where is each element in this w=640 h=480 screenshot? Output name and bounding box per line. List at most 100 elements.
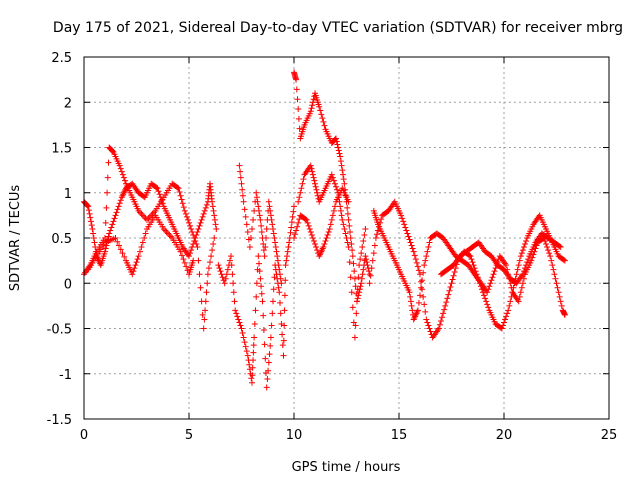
data-point	[114, 238, 121, 245]
data-point	[88, 218, 94, 225]
series-satellite-track-j	[370, 207, 568, 323]
data-point	[328, 171, 335, 178]
data-point	[490, 271, 497, 278]
data-point	[134, 256, 141, 263]
data-point	[308, 231, 315, 238]
data-point	[333, 183, 339, 190]
data-point	[226, 257, 233, 264]
data-point	[193, 241, 200, 248]
data-point	[345, 198, 352, 205]
data-point	[412, 256, 419, 263]
data-point	[349, 253, 356, 260]
data-point	[421, 301, 428, 308]
data-point	[241, 339, 248, 346]
data-point	[90, 230, 97, 237]
chart-title: Day 175 of 2021, Sidereal Day-to-day VTE…	[53, 20, 623, 36]
data-point	[190, 231, 197, 238]
data-point	[450, 272, 457, 279]
data-point	[263, 384, 270, 391]
data-point	[335, 147, 342, 154]
data-point	[129, 271, 136, 278]
data-point	[326, 225, 333, 232]
data-point	[187, 222, 194, 229]
data-point	[237, 168, 244, 175]
data-point	[417, 292, 423, 299]
data-point	[104, 174, 111, 181]
data-point	[295, 115, 302, 122]
data-point	[269, 310, 276, 317]
data-point	[295, 106, 302, 113]
data-point	[253, 189, 260, 196]
data-point	[273, 248, 280, 255]
data-point	[522, 241, 528, 248]
data-point	[545, 247, 552, 254]
data-point	[260, 241, 267, 248]
data-point	[333, 138, 340, 145]
data-point	[188, 247, 195, 254]
data-point	[138, 210, 145, 217]
data-point	[256, 268, 263, 275]
data-point	[197, 284, 204, 291]
data-point	[407, 239, 414, 246]
data-point	[355, 274, 362, 281]
data-point	[321, 241, 328, 248]
data-point	[192, 238, 199, 245]
data-point	[313, 244, 320, 251]
data-point	[248, 375, 255, 382]
data-point	[116, 242, 122, 249]
data-point	[349, 247, 356, 254]
data-point	[312, 183, 319, 190]
data-point	[322, 238, 329, 245]
data-point	[346, 222, 353, 229]
data-point	[222, 275, 229, 282]
data-point	[201, 207, 208, 214]
data-point	[356, 262, 363, 269]
data-point	[114, 206, 121, 213]
data-point	[373, 231, 380, 238]
data-point	[196, 222, 203, 229]
data-point	[183, 263, 190, 270]
data-point	[264, 376, 271, 383]
data-point	[529, 254, 536, 261]
data-point	[219, 274, 226, 281]
data-point	[229, 271, 236, 278]
data-point	[221, 280, 228, 287]
data-point	[331, 203, 338, 210]
data-point	[270, 230, 277, 237]
data-point	[546, 250, 553, 257]
data-point	[557, 298, 564, 305]
data-point	[191, 235, 198, 241]
data-point	[85, 203, 92, 210]
data-point	[203, 289, 210, 296]
data-point	[498, 325, 505, 332]
data-point	[413, 259, 420, 266]
data-point	[154, 185, 161, 192]
data-point	[180, 204, 187, 211]
data-point	[337, 158, 344, 165]
data-point	[299, 180, 306, 187]
data-point	[155, 188, 162, 195]
x-tick-label: 5	[185, 428, 193, 443]
x-tick-label: 0	[80, 428, 88, 443]
data-point	[415, 267, 422, 274]
data-point	[202, 298, 209, 305]
data-point	[272, 244, 279, 251]
series-satellite-track-h	[291, 185, 352, 260]
series-satellite-track-i	[366, 198, 568, 341]
y-tick-label: 2.5	[51, 51, 72, 66]
data-point	[189, 228, 196, 235]
data-point	[137, 248, 143, 255]
data-point	[307, 108, 314, 115]
data-point	[419, 286, 426, 293]
data-point	[338, 162, 345, 169]
data-marks	[81, 69, 568, 391]
data-point	[213, 225, 220, 232]
data-point	[278, 280, 285, 287]
data-point	[426, 325, 433, 332]
data-point	[117, 197, 124, 204]
data-point	[167, 233, 174, 240]
data-point	[253, 194, 260, 201]
data-point	[280, 337, 287, 344]
data-point	[112, 235, 119, 241]
